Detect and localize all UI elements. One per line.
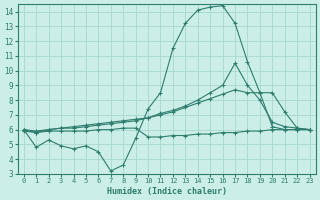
X-axis label: Humidex (Indice chaleur): Humidex (Indice chaleur) — [107, 187, 227, 196]
